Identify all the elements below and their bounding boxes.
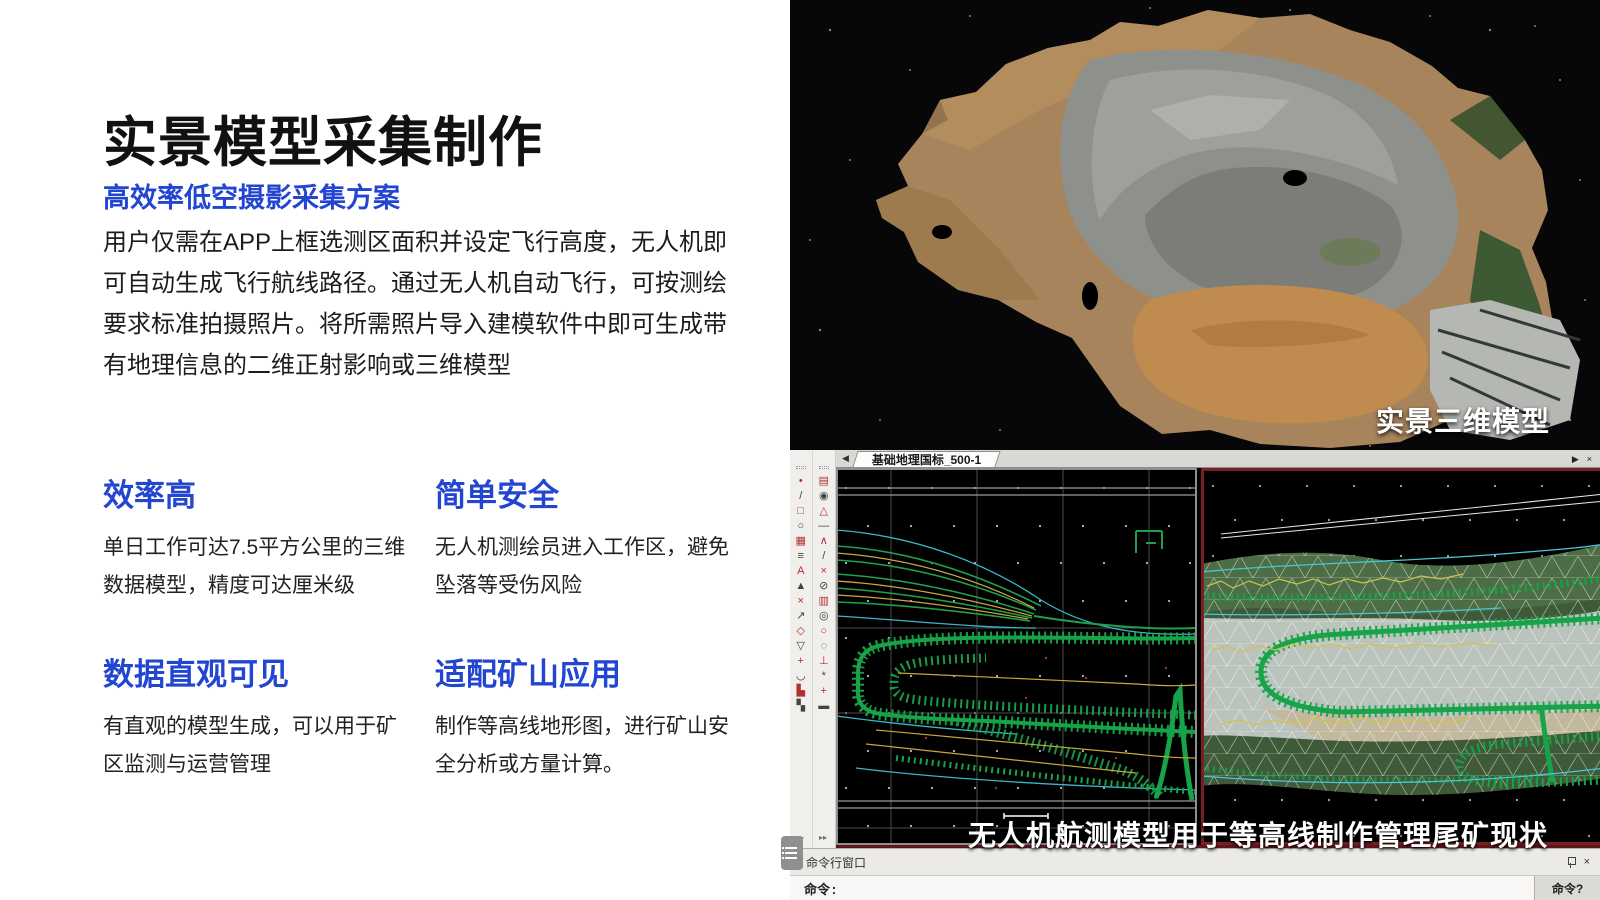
frame-lines xyxy=(838,487,1195,809)
cad-tool-icon[interactable]: ◌ xyxy=(820,640,828,652)
cad-tool-icon[interactable]: + xyxy=(797,655,804,667)
intro-paragraph: 用户仅需在APP上框选测区面积并设定飞行高度，无人机即可自动生成飞行航线路径。通… xyxy=(103,229,728,379)
slope-bands xyxy=(1201,574,1600,789)
feature-title: 效率高 xyxy=(103,478,196,513)
page-title: 实景模型采集制作 xyxy=(103,113,543,173)
gravel-stockpile xyxy=(1430,300,1580,440)
feature-efficiency: 效率高 单日工作可达7.5平方公里的三维数据模型，精度可达厘米级 xyxy=(103,470,435,605)
slope-bands xyxy=(852,631,1197,802)
tab-label: 基础地理国标_500-1 xyxy=(871,452,982,467)
mine-model-graphic xyxy=(790,0,1600,450)
cad-tool-icon[interactable]: □ xyxy=(797,505,805,517)
cad-tool-icon[interactable]: ▙ xyxy=(796,685,805,697)
cad-tab-bar: ◀ 基础地理国标_500-1 ▶ × xyxy=(836,450,1600,468)
command-prompt: 命令: xyxy=(804,882,838,898)
cad-tool-icon[interactable]: / xyxy=(822,550,826,562)
media-panel: 实景三维模型 • / □ ○ ▦ ≡ A ▲ × ↗ ◇ ▽ + ◡ ▙ ▚ ▤ ◉ △ — ∧ / × ⊘ ▥ ◎ ○ ◌ ⊥ * + ▬… xyxy=(781,0,1600,900)
feature-grid: 效率高 单日工作可达7.5平方公里的三维数据模型，精度可达厘米级 简单安全 无人… xyxy=(103,470,763,784)
feature-body: 无人机测绘员进入工作区，避免坠落等受伤风险 xyxy=(435,536,729,597)
cad-tool-icon[interactable]: ▥ xyxy=(818,595,829,607)
feature-body: 有直观的模型生成，可以用于矿区监测与运营管理 xyxy=(103,715,397,776)
point-markers xyxy=(836,596,1168,790)
viewport-contour-map[interactable] xyxy=(836,468,1197,845)
cad-tool-icon[interactable]: A xyxy=(797,565,805,577)
cad-tool-icon[interactable]: ◎ xyxy=(818,610,829,622)
cyan-boundary-lines xyxy=(836,529,1197,791)
tab-scroll-right-icon[interactable]: ▶ xyxy=(1571,453,1579,464)
feature-mine-application: 适配矿山应用 制作等高线地形图，进行矿山安全分析或方量计算。 xyxy=(435,649,763,784)
cad-tool-icon[interactable]: ∧ xyxy=(819,535,828,547)
toolbar-drag-handle[interactable] xyxy=(818,466,829,469)
cad-tool-icon[interactable]: ▤ xyxy=(818,475,829,487)
cad-toolbar-column-2: ▤ ◉ △ — ∧ / × ⊘ ▥ ◎ ○ ◌ ⊥ * + ▬ xyxy=(813,450,835,848)
cad-tool-icon[interactable]: ⊘ xyxy=(819,580,829,592)
cyan-boundary-lines xyxy=(1201,544,1600,784)
feature-title: 数据直观可见 xyxy=(103,657,289,692)
active-viewport-bottom-border xyxy=(836,845,1600,848)
mine-orange-bench xyxy=(1133,285,1428,424)
command-input-row[interactable]: 命令: 命令? xyxy=(790,876,1600,900)
viewport-tin-mesh[interactable] xyxy=(1201,468,1600,845)
cad-tool-icon[interactable]: ○ xyxy=(797,520,805,532)
pin-icon[interactable] xyxy=(1567,856,1576,868)
cad-tool-icon[interactable]: △ xyxy=(819,505,828,517)
cad-drawing-area[interactable] xyxy=(836,468,1600,845)
cad-tool-icon[interactable]: ◇ xyxy=(796,625,805,637)
contour-fan xyxy=(836,530,1197,630)
cad-tool-icon[interactable]: * xyxy=(821,670,826,682)
page-subtitle: 高效率低空摄影采集方案 xyxy=(103,183,400,213)
tab-scroll-left-icon[interactable]: ◀ xyxy=(842,453,849,463)
yellow-zigzag-lines xyxy=(1206,573,1496,726)
cad-tool-icon[interactable]: + xyxy=(820,685,827,697)
cad-tool-icon[interactable]: / xyxy=(799,490,803,502)
cad-tool-icon[interactable]: ▚ xyxy=(796,700,805,712)
cad-tool-icon[interactable]: ▽ xyxy=(796,640,805,652)
feature-title: 简单安全 xyxy=(435,478,559,513)
panel-menu-button[interactable] xyxy=(781,836,803,870)
tab-close-icon[interactable]: × xyxy=(1586,454,1592,464)
mine-3d-model-image: 实景三维模型 xyxy=(790,0,1600,450)
cad-tool-icon[interactable]: × xyxy=(797,595,804,607)
command-window-title: 命令行窗口 xyxy=(806,855,867,870)
cad-tool-icon[interactable]: ▬ xyxy=(818,700,830,712)
starfield xyxy=(809,7,1586,447)
cad-tool-icon[interactable]: ↗ xyxy=(796,610,806,622)
command-window-titlebar: 命令行窗口 × xyxy=(790,848,1600,876)
cad-tool-icon[interactable]: ▦ xyxy=(795,535,806,547)
cad-tool-icon[interactable]: • xyxy=(798,475,803,487)
cad-tool-icon[interactable]: ▲ xyxy=(795,580,807,592)
survey-lines xyxy=(1220,494,1600,539)
cad-tool-icon[interactable]: × xyxy=(820,565,827,577)
cad-toolbar: •/□○▦≡A▲×↗◇▽+◡▙▚ ▤◉△—∧/×⊘▥◎○◌⊥*+▬ ▸▸ ▸▸ xyxy=(790,450,836,848)
feature-intuitive-data: 数据直观可见 有直观的模型生成，可以用于矿区监测与运营管理 xyxy=(103,649,435,784)
cad-window: •/□○▦≡A▲×↗◇▽+◡▙▚ ▤◉△—∧/×⊘▥◎○◌⊥*+▬ ▸▸ ▸▸ … xyxy=(781,450,1600,900)
command-status-box: 命令? xyxy=(1534,876,1600,900)
conveyor-lines xyxy=(1437,308,1581,427)
list-icon xyxy=(782,847,797,849)
cad-tool-icon[interactable]: ⊥ xyxy=(818,655,829,667)
model-caption: 实景三维模型 xyxy=(1375,406,1550,437)
feature-safety: 简单安全 无人机测绘员进入工作区，避免坠落等受伤风险 xyxy=(435,470,763,605)
tab-drawing-document[interactable]: 基础地理国标_500-1 xyxy=(852,450,1001,467)
yellow-contours xyxy=(836,552,1197,774)
cad-tool-icon[interactable]: ○ xyxy=(820,625,828,637)
scale-bar xyxy=(1003,813,1049,819)
content-panel: 实景模型采集制作 高效率低空摄影采集方案 用户仅需在APP上框选测区面积并设定飞… xyxy=(0,0,790,900)
cad-tool-icon[interactable]: ≡ xyxy=(797,550,804,562)
cad-caption: 无人机航测模型用于等高线制作管理尾矿现状 xyxy=(967,820,1548,851)
cad-tool-icon[interactable]: ◉ xyxy=(818,490,829,502)
feature-body: 制作等高线地形图，进行矿山安全分析或方量计算。 xyxy=(435,715,729,776)
cad-tool-icon[interactable]: ◡ xyxy=(795,670,806,682)
cad-tool-icon[interactable]: — xyxy=(818,520,830,532)
feature-title: 适配矿山应用 xyxy=(435,657,621,692)
feature-body: 单日工作可达7.5平方公里的三维数据模型，精度可达厘米级 xyxy=(103,536,406,597)
cad-toolbar-column-1: • / □ ○ ▦ ≡ A ▲ × ↗ ◇ ▽ + ◡ ▙ ▚ xyxy=(790,450,813,848)
toolbar-overflow-icon[interactable]: ▸▸ xyxy=(819,833,828,842)
close-icon[interactable]: × xyxy=(1583,855,1590,868)
toolbar-drag-handle[interactable] xyxy=(795,466,806,469)
